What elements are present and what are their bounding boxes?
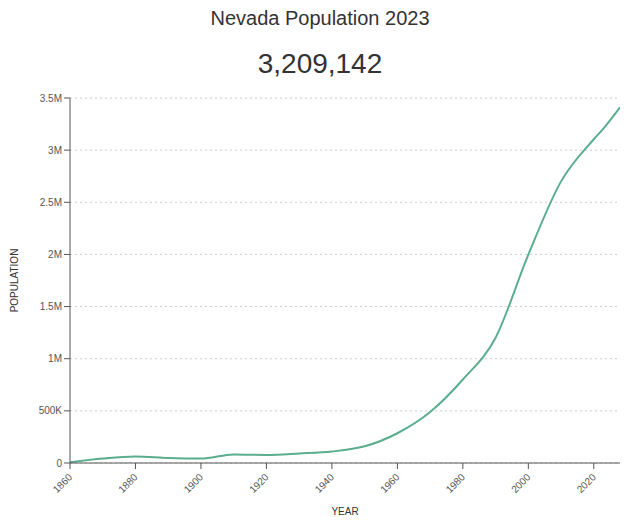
svg-text:1920: 1920 bbox=[247, 471, 271, 495]
svg-text:0: 0 bbox=[56, 458, 62, 469]
svg-text:1940: 1940 bbox=[313, 471, 337, 495]
svg-text:POPULATION: POPULATION bbox=[9, 249, 20, 313]
svg-text:1960: 1960 bbox=[378, 471, 402, 495]
svg-text:2M: 2M bbox=[48, 249, 62, 260]
svg-text:2.5M: 2.5M bbox=[40, 197, 62, 208]
svg-text:2000: 2000 bbox=[509, 471, 533, 495]
svg-text:2020: 2020 bbox=[575, 471, 599, 495]
svg-text:1880: 1880 bbox=[116, 471, 140, 495]
svg-text:1.5M: 1.5M bbox=[40, 301, 62, 312]
svg-text:1860: 1860 bbox=[51, 471, 75, 495]
svg-text:1M: 1M bbox=[48, 353, 62, 364]
svg-text:3M: 3M bbox=[48, 145, 62, 156]
html-text:3,209,142: 3,209,142 bbox=[257, 48, 383, 79]
svg-text:1900: 1900 bbox=[182, 471, 206, 495]
svg-text:3.5M: 3.5M bbox=[40, 93, 62, 104]
svg-text:1980: 1980 bbox=[444, 471, 468, 495]
svg-text:500K: 500K bbox=[39, 405, 63, 416]
html-text:Nevada Population 2023: Nevada Population 2023 bbox=[210, 7, 430, 29]
svg-text:YEAR: YEAR bbox=[331, 506, 358, 517]
